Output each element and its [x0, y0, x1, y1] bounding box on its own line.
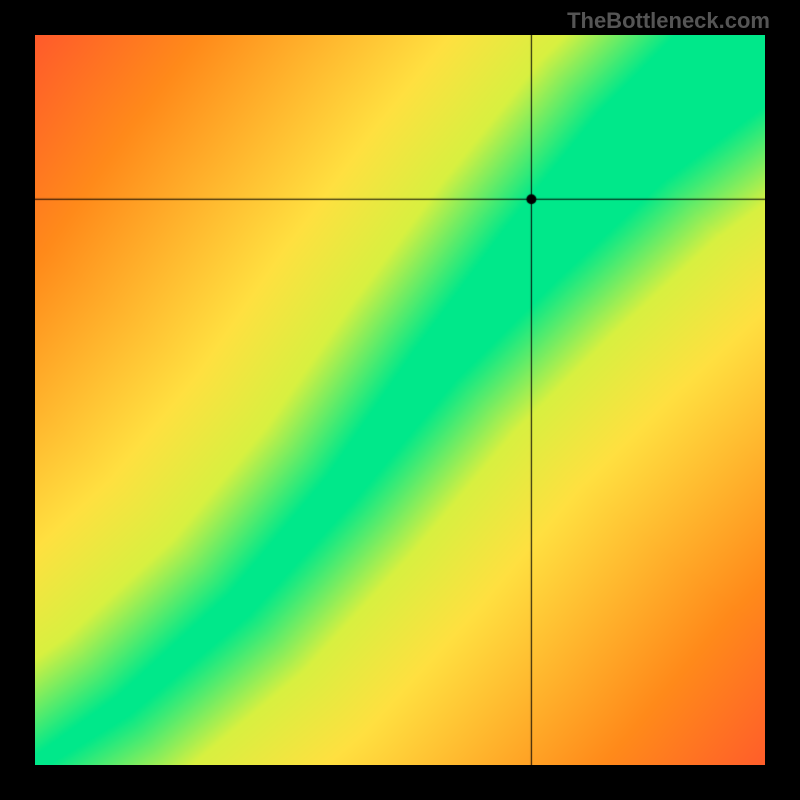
heatmap-canvas — [35, 35, 765, 765]
watermark-text: TheBottleneck.com — [567, 8, 770, 34]
plot-area — [35, 35, 765, 765]
chart-container: TheBottleneck.com — [0, 0, 800, 800]
